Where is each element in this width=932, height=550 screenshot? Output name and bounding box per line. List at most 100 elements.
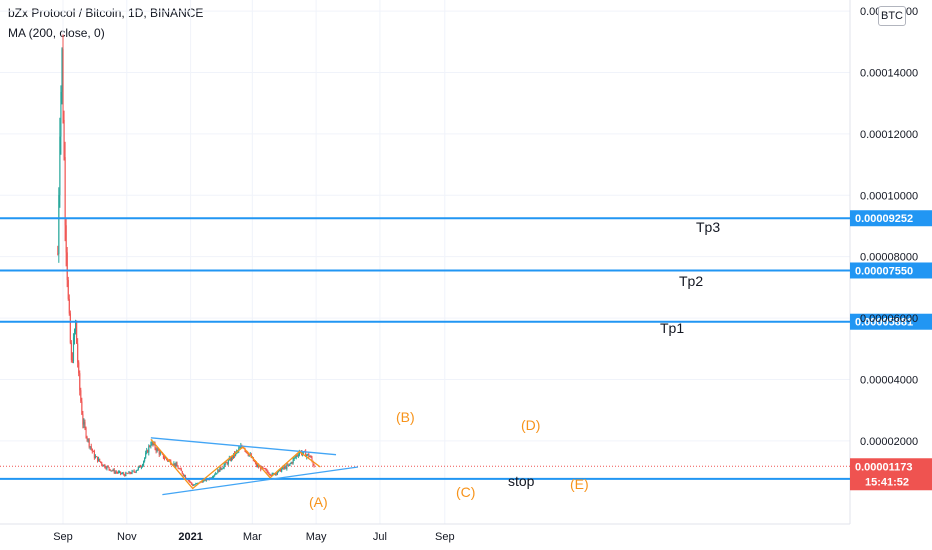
hline-price-label: 0.00009252 xyxy=(855,213,913,225)
candle-body xyxy=(263,468,265,469)
candle-body xyxy=(214,474,216,476)
price-tick-label: 0.00014000 xyxy=(860,67,918,79)
candles[interactable] xyxy=(57,34,315,487)
candle-body xyxy=(94,456,97,459)
candle-body xyxy=(66,252,68,281)
candle-body xyxy=(275,473,277,475)
current-price-label: 0.00001173 xyxy=(855,461,913,473)
candle-body xyxy=(143,461,145,465)
candle-body xyxy=(177,466,179,469)
candle-body xyxy=(307,453,309,455)
candle-body xyxy=(115,471,117,473)
candle-body xyxy=(102,464,104,466)
candle-body xyxy=(87,439,89,441)
candle-body xyxy=(123,473,125,475)
candle-body xyxy=(223,464,225,468)
candle-body xyxy=(135,470,137,473)
candle-body xyxy=(313,464,315,468)
candle-body xyxy=(124,474,126,477)
candle-body xyxy=(61,49,63,92)
candle-body xyxy=(145,453,147,458)
tp3-label: Tp3 xyxy=(696,219,720,235)
candle-body xyxy=(92,451,94,453)
candle-body xyxy=(59,136,61,196)
candle-body xyxy=(310,456,312,458)
time-tick-label: Nov xyxy=(117,531,137,543)
tp1-label: Tp1 xyxy=(660,320,684,336)
candle-body xyxy=(151,441,153,445)
candle-body xyxy=(156,448,158,451)
candle-body xyxy=(201,481,203,483)
candle-body xyxy=(247,453,249,456)
candle-body xyxy=(150,444,152,447)
candle-body xyxy=(121,473,123,475)
candle-body xyxy=(84,422,86,428)
candle-body xyxy=(91,448,93,452)
candle-body xyxy=(196,483,198,484)
candle-body xyxy=(100,461,102,463)
chart-title: bZx Protocol / Bitcoin, 1D, BINANCE xyxy=(8,6,204,20)
candle-body xyxy=(114,471,116,473)
candle-body xyxy=(305,451,307,457)
candle-body xyxy=(141,464,144,467)
candle-body xyxy=(286,464,288,469)
candle-body xyxy=(287,464,289,466)
time-axis[interactable]: Sep Nov 2021 Mar May Jul Sep xyxy=(53,531,454,543)
candle-body xyxy=(269,474,271,476)
currency-badge[interactable]: BTC xyxy=(878,6,906,26)
trendline-lower xyxy=(162,466,359,496)
horizontal-lines[interactable]: 0.000092520.000075500.000058810.00000764… xyxy=(0,210,932,491)
candle-body xyxy=(295,455,297,458)
candle-body xyxy=(65,225,67,253)
candle-body xyxy=(140,466,143,468)
candle-body xyxy=(283,467,285,469)
price-axis[interactable]: 0.00002000 0.00004000 0.00006000 0.00008000… xyxy=(860,6,918,448)
candle-body xyxy=(264,468,266,470)
candle-body xyxy=(67,280,69,299)
candle-body xyxy=(224,462,226,465)
candle-body xyxy=(276,472,279,475)
candle-body xyxy=(225,462,227,464)
candle-body xyxy=(174,463,176,467)
candle-body xyxy=(163,458,166,460)
candle-body xyxy=(139,465,142,468)
candle-body xyxy=(144,457,146,462)
candle-body xyxy=(159,452,161,455)
candle-body xyxy=(215,473,217,475)
candle-body xyxy=(291,462,293,464)
candle-body xyxy=(93,451,95,459)
candle-body xyxy=(125,472,127,477)
candle-body xyxy=(155,448,157,451)
candle-body xyxy=(284,466,286,469)
candle-body xyxy=(97,456,99,462)
candle-body xyxy=(104,464,106,468)
candle-body xyxy=(288,464,290,466)
candle-body xyxy=(108,467,110,470)
candle-body xyxy=(197,482,199,484)
candle-body xyxy=(203,479,205,481)
candle-body xyxy=(62,49,64,120)
candle-body xyxy=(272,473,274,475)
candle-body xyxy=(160,452,162,454)
candle-body xyxy=(173,463,175,466)
candle-body xyxy=(134,471,136,473)
candle-body xyxy=(122,473,124,475)
candle-body xyxy=(106,466,108,469)
price-tick-label: 0.00006000 xyxy=(860,313,918,325)
candle-body xyxy=(181,471,183,474)
time-tick-label: Sep xyxy=(435,531,455,543)
candle-body xyxy=(290,462,292,464)
candle-body xyxy=(285,466,287,469)
candle-body xyxy=(311,457,313,462)
candle-body xyxy=(280,468,282,472)
trendlines[interactable] xyxy=(150,437,359,496)
candle-body xyxy=(188,480,190,481)
candle-body xyxy=(194,484,196,486)
candle-body xyxy=(232,453,235,459)
candle-body xyxy=(72,337,75,362)
candle-body xyxy=(179,468,181,470)
candle-body xyxy=(158,450,160,455)
price-tick-label: 0.00002000 xyxy=(860,436,918,448)
indicator-label[interactable]: MA (200, close, 0) xyxy=(8,26,105,40)
